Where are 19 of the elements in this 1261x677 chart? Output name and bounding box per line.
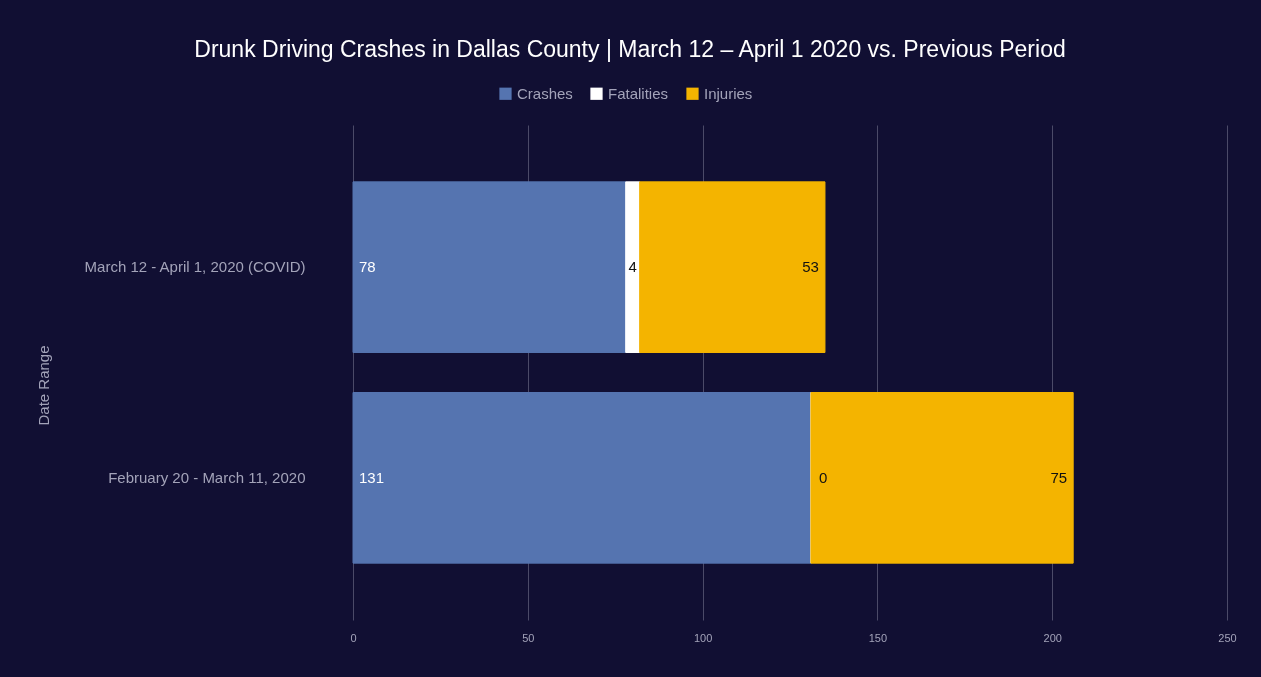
legend-label: Crashes — [517, 84, 573, 102]
data-label: 131 — [359, 468, 385, 486]
x-tick-label: 0 — [350, 631, 357, 644]
legend-label: Fatalities — [608, 84, 669, 102]
data-label: 78 — [359, 258, 376, 276]
x-tick-label: 50 — [522, 631, 535, 644]
x-tick-label: 150 — [868, 631, 888, 644]
x-tick-label: 200 — [1043, 631, 1062, 644]
x-tick-label: 250 — [1218, 631, 1237, 644]
y-axis-title: Date Range — [34, 345, 52, 426]
data-label: 0 — [818, 468, 828, 486]
data-label: 4 — [628, 258, 637, 276]
x-tick-label: 100 — [693, 631, 713, 644]
data-label: 53 — [802, 258, 819, 276]
y-tick-label: February 20 - March 11, 2020 — [108, 468, 306, 486]
legend-label: Injuries — [704, 84, 753, 102]
chart-title: Drunk Driving Crashes in Dallas County | March 12 – April 1 2020 vs. Previous Period — [194, 36, 1066, 62]
y-tick-label: March 12 - April 1, 2020 (COVID) — [84, 258, 306, 276]
data-label: 75 — [1050, 468, 1068, 486]
